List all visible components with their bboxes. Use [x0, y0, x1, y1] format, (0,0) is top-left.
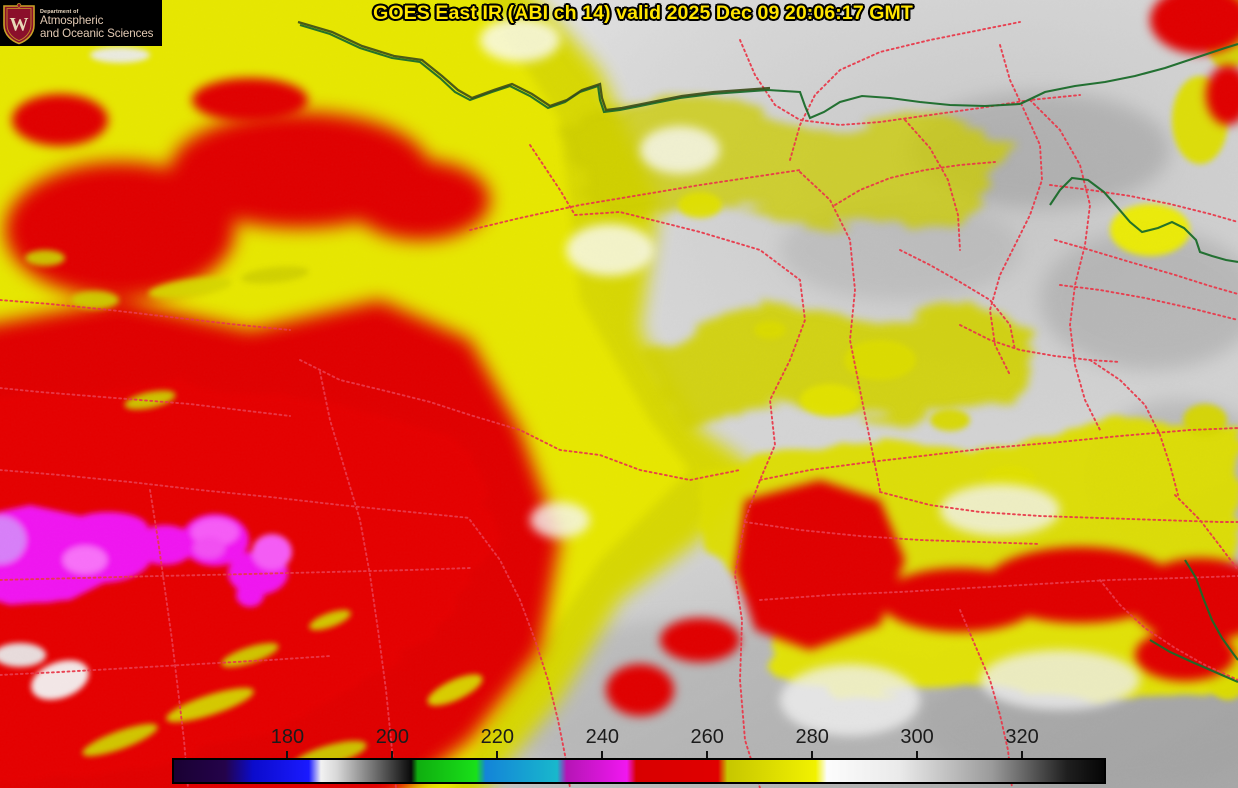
colorbar-gradient-svg	[174, 760, 1104, 782]
institution-logo-banner: W Department of Atmospheric and Oceanic …	[0, 0, 162, 46]
colorbar-tick-mark	[1021, 751, 1024, 760]
colorbar: 180 200 220 240 260 280 300 320	[172, 725, 1106, 788]
county-borders-overlay	[0, 21, 1238, 788]
uw-crest-icon: W	[2, 2, 36, 45]
colorbar-tick-label: 220	[480, 726, 514, 748]
colorbar-tick-label: 240	[585, 726, 619, 748]
international-border-overlay	[297, 20, 771, 112]
colorbar-tick-label: 300	[900, 726, 934, 748]
svg-text:W: W	[10, 14, 29, 35]
colorbar-tick-mark	[496, 751, 499, 760]
colorbar-tick-label: 180	[270, 726, 305, 748]
colorbar-tick-mark	[286, 751, 289, 760]
colorbar-tick-marks	[172, 751, 1106, 760]
colorbar-gradient-bar	[172, 758, 1106, 784]
colorbar-tick-label: 280	[795, 726, 829, 748]
colorbar-tick-mark	[811, 751, 814, 760]
uw-crest-svg: W	[3, 2, 35, 44]
colorbar-tick-mark	[601, 751, 604, 760]
logo-text-block: Department of Atmospheric and Oceanic Sc…	[40, 7, 153, 40]
colorbar-tick-label: 200	[375, 726, 410, 748]
colorbar-tick-labels: 180 200 220 240 260 280 300 320	[172, 725, 1106, 751]
colorbar-tick-label: 260	[690, 726, 724, 748]
colorbar-tick-label: 320	[1005, 726, 1039, 748]
logo-name-line-1: Atmospheric	[40, 14, 104, 28]
logo-department-line: Department of	[40, 8, 79, 15]
colorbar-tick-mark	[391, 751, 394, 760]
state-borders-overlay	[299, 23, 1238, 683]
logo-name-line-2: and Oceanic Sciences	[40, 26, 154, 40]
colorbar-tick-mark	[916, 751, 919, 760]
colorbar-tick-mark	[706, 751, 709, 760]
